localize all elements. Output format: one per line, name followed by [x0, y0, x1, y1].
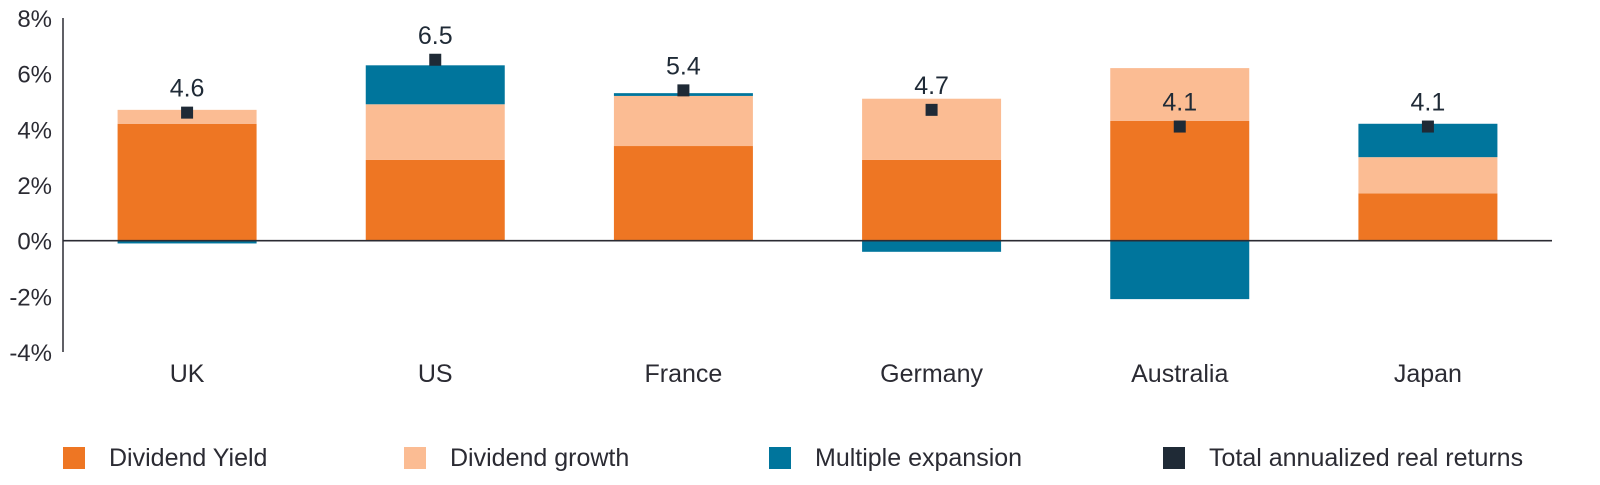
bar-us-dividend-growth [365, 104, 505, 160]
bar-australia-dividend-yield [1110, 120, 1250, 241]
x-tick-label-germany: Germany [880, 360, 983, 388]
legend-swatch-dividend-yield [63, 447, 85, 469]
legend-label-dividend-yield: Dividend Yield [109, 443, 268, 472]
total-label-us: 6.5 [418, 22, 453, 50]
legend-item-multiple-expansion: Multiple expansion [769, 438, 1022, 478]
y-tick-label: 4% [17, 117, 52, 144]
legend-label-dividend-growth: Dividend growth [450, 443, 630, 472]
bar-australia-multiple-expansion [1110, 240, 1250, 300]
legend-label-total-returns: Total annualized real returns [1209, 443, 1524, 472]
total-marker-germany [925, 103, 938, 116]
y-tick-label: 8% [17, 6, 52, 33]
bar-france-dividend-growth [613, 95, 753, 147]
category-labels: UK US France Germany Australia Japan [170, 360, 1462, 388]
y-axis: 8% 6% 4% 2% 0% -2% -4% [9, 6, 64, 367]
total-label-france: 5.4 [666, 52, 701, 80]
x-tick-label-us: US [418, 360, 453, 388]
y-tick-label: -2% [9, 284, 52, 311]
total-markers: 4.6 6.5 5.4 4.7 4.1 4.1 [170, 22, 1446, 133]
x-tick-label-australia: Australia [1131, 360, 1228, 388]
legend-swatch-dividend-growth [404, 447, 426, 469]
bar-uk-multiple-expansion [117, 240, 257, 244]
bar-us-multiple-expansion [365, 65, 505, 105]
legend-item-dividend-growth: Dividend growth [404, 438, 629, 478]
y-tick-label: 0% [17, 229, 52, 256]
bar-france-dividend-yield [613, 146, 753, 241]
bar-japan-dividend-growth [1358, 157, 1498, 194]
x-tick-label-uk: UK [170, 360, 205, 388]
total-marker-france [677, 84, 690, 97]
total-label-japan: 4.1 [1411, 89, 1446, 117]
y-tick-label: 6% [17, 62, 52, 89]
total-marker-australia [1173, 120, 1186, 133]
bar-series [117, 65, 1498, 300]
x-tick-label-france: France [645, 360, 723, 388]
total-label-germany: 4.7 [914, 72, 949, 100]
legend-item-total-returns: Total annualized real returns [1163, 438, 1523, 478]
bar-australia-dividend-growth [1110, 68, 1250, 121]
legend-swatch-total-returns [1163, 447, 1185, 469]
total-label-uk: 4.6 [170, 75, 205, 103]
bar-uk-dividend-yield [117, 123, 257, 241]
bar-us-dividend-yield [365, 159, 505, 241]
bar-japan-dividend-yield [1358, 193, 1498, 241]
legend-item-dividend-yield: Dividend Yield [63, 438, 267, 478]
total-marker-uk [181, 106, 194, 119]
total-label-australia: 4.1 [1162, 89, 1197, 117]
bar-germany-dividend-yield [862, 159, 1002, 241]
y-tick-label: -4% [9, 340, 52, 367]
legend-swatch-multiple-expansion [769, 447, 791, 469]
x-tick-label-japan: Japan [1394, 360, 1462, 388]
legend: Dividend Yield Dividend growth Multiple … [0, 438, 1600, 478]
total-marker-us [429, 53, 442, 66]
total-marker-japan [1421, 120, 1434, 133]
legend-label-multiple-expansion: Multiple expansion [815, 443, 1023, 472]
bar-germany-multiple-expansion [862, 240, 1002, 252]
y-tick-label: 2% [17, 173, 52, 200]
